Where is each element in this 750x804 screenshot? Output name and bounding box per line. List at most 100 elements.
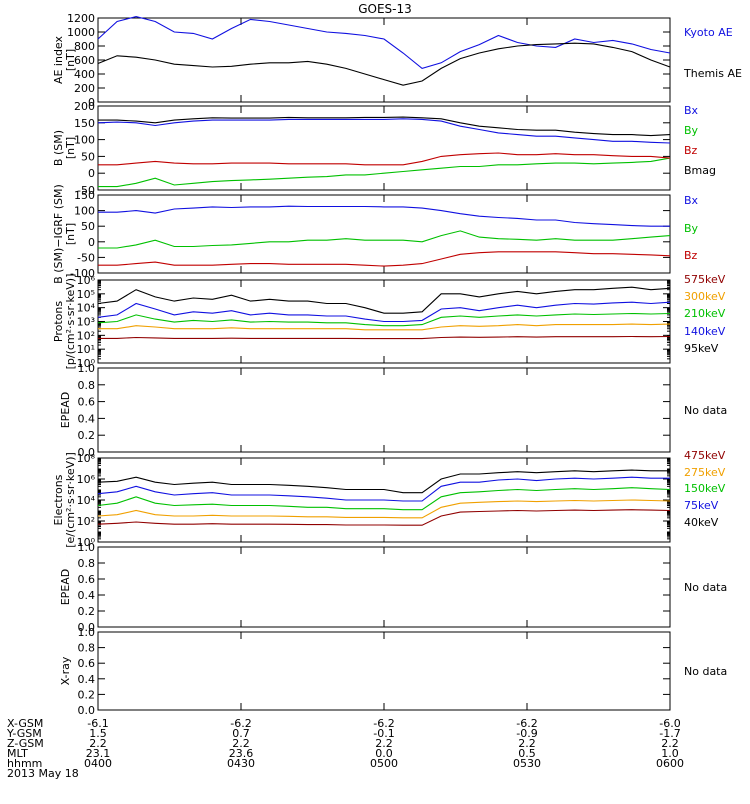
y-axis-label: Electrons[e/(cm²·s·sr·keV)] (52, 452, 77, 548)
series-line-bx (97, 118, 671, 144)
footer-value: 23.6 (229, 747, 254, 760)
panel-electrons: 10⁰ 10² 10⁴ 10⁶ 10⁸Electrons[e/(cm²·s·sr·keV… (52, 449, 726, 549)
panel-epead_e: 0.0 0.2 0.4 0.6 0.8 1.0 EPEAD No data (59, 541, 727, 634)
footer-value: 0.7 (232, 727, 250, 740)
y-tick-label: 100 (74, 134, 95, 147)
footer-value: 0500 (370, 757, 398, 770)
legend-entry: 275keV (684, 466, 726, 479)
chart-title: GOES-13 (358, 2, 412, 16)
panel-frame (97, 105, 671, 191)
y-tick-label: 0.6 (78, 573, 96, 586)
footer-value: 0.0 (375, 747, 393, 760)
legend-entry: Themis AE (683, 67, 742, 80)
y-tick-label: 0.8 (78, 379, 96, 392)
panel-protons: 10⁰10¹10²10³10⁴10⁵10⁶Protons[p/(cm²·s·sr… (52, 273, 726, 370)
y-tick-label: 10⁸ (77, 452, 96, 465)
y-tick-label: 10⁴ (77, 302, 96, 315)
legend-entry: 210keV (684, 307, 726, 320)
y-axis-label: B (SM)[nT] (52, 130, 77, 166)
y-tick-label: 0.2 (78, 688, 96, 701)
footer-value: -0.1 (373, 727, 394, 740)
series-line-140kev (97, 301, 671, 323)
y-tick-label: 1200 (67, 12, 95, 25)
y-axis-label: Protons[p/(cm²·s·sr·keV)] (52, 274, 77, 370)
series-line-bz (98, 152, 671, 166)
panel-epead_p: 0.0 0.2 0.4 0.6 0.8 1.0 EPEAD No data (59, 362, 727, 459)
footer-value: 2.2 (518, 737, 536, 750)
series-line-by (98, 157, 671, 188)
footer-value: -6.2 (516, 717, 537, 730)
series-line-kyoto-ae (97, 16, 671, 70)
legend-entry: 300keV (684, 290, 726, 303)
footer-value: 1.0 (661, 747, 679, 760)
y-tick-label: 10² (77, 329, 95, 342)
series-line-275kev (97, 499, 671, 519)
y-tick-label: 0.0 (78, 446, 96, 459)
footer-value: -0.9 (516, 727, 537, 740)
y-tick-label: 10⁰ (77, 536, 96, 549)
y-tick-label: 10³ (77, 316, 95, 329)
y-tick-label: 10⁶ (77, 473, 96, 486)
y-axis-label: AE index[nT] (52, 35, 77, 84)
y-tick-label: 0.4 (78, 412, 96, 425)
y-axis-label: EPEAD (59, 569, 72, 606)
series-line-bz (98, 251, 671, 267)
footer-value: 23.1 (86, 747, 111, 760)
footer-value: -1.7 (659, 727, 680, 740)
footer-row-label: Z-GSM (7, 737, 44, 750)
footer-value: -6.2 (373, 717, 394, 730)
legend-entry: Kyoto AE (684, 26, 733, 39)
y-axis-label: X-ray (59, 656, 72, 685)
series-line-by (98, 230, 671, 249)
legend-entry: 575keV (684, 273, 726, 286)
y-tick-label: 0 (88, 236, 95, 249)
panel-xray: 0.0 0.2 0.4 0.6 0.8 1.0 X-ray No data (59, 626, 727, 717)
y-tick-label: 0.2 (78, 605, 96, 618)
footer-value: 2.2 (89, 737, 107, 750)
legend-entry: 95keV (684, 342, 719, 355)
footer-row-label: Y-GSM (6, 727, 42, 740)
y-tick-label: 1000 (67, 26, 95, 39)
legend-entry: 40keV (684, 516, 719, 529)
y-tick-label: 1.0 (78, 362, 96, 375)
series-line-bx (98, 205, 670, 227)
series-line-95kev (97, 286, 671, 314)
y-tick-label: 10² (77, 515, 95, 528)
legend-entry: Bx (684, 194, 699, 207)
y-tick-label: 150 (74, 189, 95, 202)
series-line-themis-ae (97, 42, 671, 86)
y-tick-label: 100 (74, 205, 95, 218)
y-axis-label: EPEAD (59, 392, 72, 429)
legend-entry: By (684, 124, 699, 137)
y-tick-label: 0.4 (78, 673, 96, 686)
footer-value: 1.5 (89, 727, 107, 740)
y-tick-label: 0.6 (78, 396, 96, 409)
y-tick-label: 150 (74, 117, 95, 130)
y-tick-label: 200 (74, 82, 95, 95)
panel-frame (97, 546, 671, 628)
legend-entry: Bz (684, 144, 698, 157)
footer-value: -6.2 (230, 717, 251, 730)
y-tick-label: 10⁵ (77, 288, 95, 301)
orbit-footer: X-GSM -6.1 -6.2 -6.2 -6.2 -6.0 Y-GSM 1.5 0.7 -0.1… (6, 717, 684, 780)
legend-entry: 140keV (684, 325, 726, 338)
series-line-300kev (98, 323, 671, 331)
footer-date: 2013 May 18 (7, 767, 79, 780)
series-line-40kev (97, 469, 670, 494)
y-tick-label: 1.0 (78, 541, 96, 554)
panel-frame (97, 17, 671, 103)
legend-entry: 150keV (684, 482, 726, 495)
footer-value: 2.2 (232, 737, 250, 750)
y-tick-label: 0.2 (78, 429, 96, 442)
footer-value: 2.2 (375, 737, 393, 750)
footer-value: 0600 (656, 757, 684, 770)
footer-row-label: X-GSM (7, 717, 43, 730)
footer-value: 0530 (513, 757, 541, 770)
y-axis-label: B (SM)−IGRF (SM)[nT] (52, 184, 77, 284)
y-tick-label: 0.6 (78, 657, 96, 670)
y-tick-label: 10⁴ (77, 494, 96, 507)
y-tick-label: 10¹ (77, 343, 95, 356)
